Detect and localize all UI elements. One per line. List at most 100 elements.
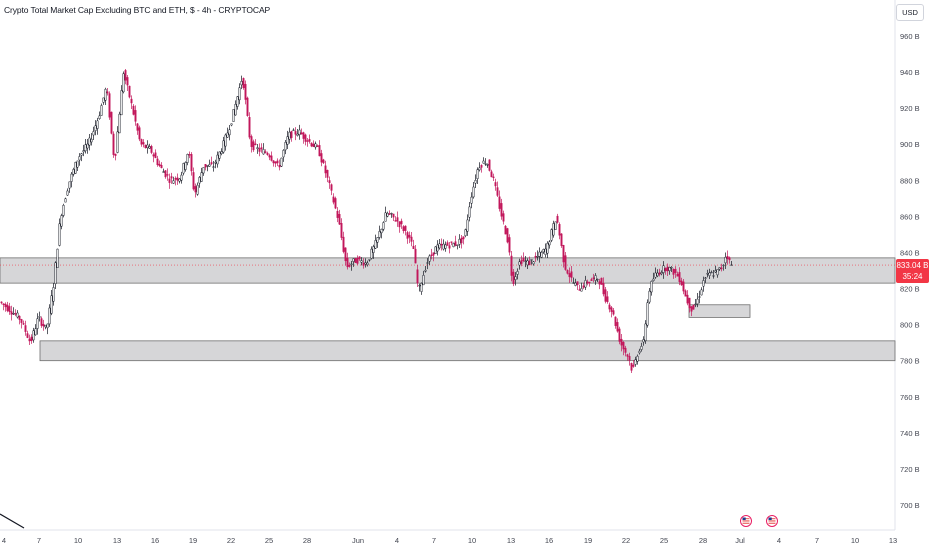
- candle: [413, 240, 414, 249]
- candle: [309, 135, 310, 144]
- candle: [231, 124, 232, 127]
- candle: [5, 302, 6, 311]
- candle: [225, 133, 226, 150]
- candle: [613, 308, 614, 316]
- candle: [185, 161, 186, 171]
- candle: [95, 120, 96, 135]
- support-zone[interactable]: [40, 341, 895, 361]
- candle: [247, 97, 248, 117]
- candle: [25, 321, 26, 336]
- y-tick-label: 960 B: [900, 32, 920, 41]
- candle: [101, 103, 102, 115]
- candle: [111, 112, 112, 135]
- candle: [489, 159, 490, 171]
- candle: [261, 143, 262, 152]
- x-tick-label: 22: [622, 536, 630, 545]
- candle: [239, 83, 240, 104]
- x-tick-label: 28: [699, 536, 707, 545]
- candle: [35, 324, 36, 336]
- candle: [501, 199, 502, 220]
- trend-line[interactable]: [0, 514, 24, 528]
- candle: [129, 86, 130, 99]
- support-zone[interactable]: [0, 258, 895, 283]
- candle: [439, 239, 440, 250]
- candle: [685, 289, 686, 296]
- candle: [245, 81, 246, 105]
- candle: [441, 238, 442, 250]
- candle: [583, 283, 584, 290]
- candle: [399, 221, 400, 233]
- candle: [107, 88, 108, 96]
- candle: [217, 151, 218, 167]
- candle: [331, 183, 332, 195]
- candle: [419, 284, 420, 292]
- candle: [229, 125, 230, 140]
- candle: [51, 290, 52, 315]
- candle: [699, 291, 700, 304]
- candle: [397, 212, 398, 227]
- candle: [105, 88, 106, 105]
- candle: [297, 129, 298, 136]
- candle: [191, 152, 192, 176]
- us-flag-icon[interactable]: [741, 516, 752, 527]
- candle: [467, 214, 468, 235]
- support-zone[interactable]: [689, 305, 750, 318]
- candle: [45, 325, 46, 329]
- candle: [199, 176, 200, 188]
- candle: [457, 245, 458, 250]
- candle: [617, 318, 618, 332]
- candle: [333, 193, 334, 204]
- candle: [143, 139, 144, 147]
- candle: [193, 168, 194, 191]
- candle: [203, 167, 204, 175]
- x-tick-label: Jul: [735, 536, 745, 545]
- candle: [523, 252, 524, 262]
- y-tick-label: 800 B: [900, 321, 920, 330]
- candle: [119, 112, 120, 133]
- candle: [555, 222, 556, 230]
- candle: [553, 221, 554, 238]
- candle: [163, 169, 164, 173]
- candle: [337, 207, 338, 222]
- candle: [161, 162, 162, 168]
- x-tick-label: 10: [74, 536, 82, 545]
- candle: [15, 309, 16, 316]
- y-tick-label: 860 B: [900, 212, 920, 221]
- candle: [305, 134, 306, 146]
- candle: [7, 302, 8, 312]
- candle: [181, 172, 182, 184]
- candle: [323, 159, 324, 164]
- candle: [75, 162, 76, 174]
- candle: [253, 140, 254, 152]
- candle: [259, 143, 260, 156]
- candle: [647, 299, 648, 327]
- candle: [321, 150, 322, 166]
- candle: [145, 145, 146, 149]
- candle: [109, 91, 110, 119]
- x-tick-label: 4: [777, 536, 781, 545]
- candle: [153, 152, 154, 162]
- candle: [135, 105, 136, 125]
- candle: [505, 225, 506, 234]
- candle: [147, 140, 148, 153]
- candle: [451, 241, 452, 245]
- candle: [315, 141, 316, 149]
- y-tick-label: 880 B: [900, 176, 920, 185]
- x-tick-label: 7: [432, 536, 436, 545]
- candle: [407, 231, 408, 244]
- candle: [9, 303, 10, 315]
- candle: [219, 151, 220, 161]
- candle: [395, 216, 396, 222]
- candle: [379, 226, 380, 240]
- candle: [197, 182, 198, 195]
- candle: [347, 253, 348, 270]
- candle: [21, 319, 22, 329]
- candle: [159, 161, 160, 168]
- currency-button[interactable]: USD: [896, 4, 924, 21]
- us-flag-icon[interactable]: [767, 516, 778, 527]
- candle: [631, 363, 632, 373]
- candle: [223, 137, 224, 154]
- candle: [71, 172, 72, 187]
- candle: [97, 118, 98, 135]
